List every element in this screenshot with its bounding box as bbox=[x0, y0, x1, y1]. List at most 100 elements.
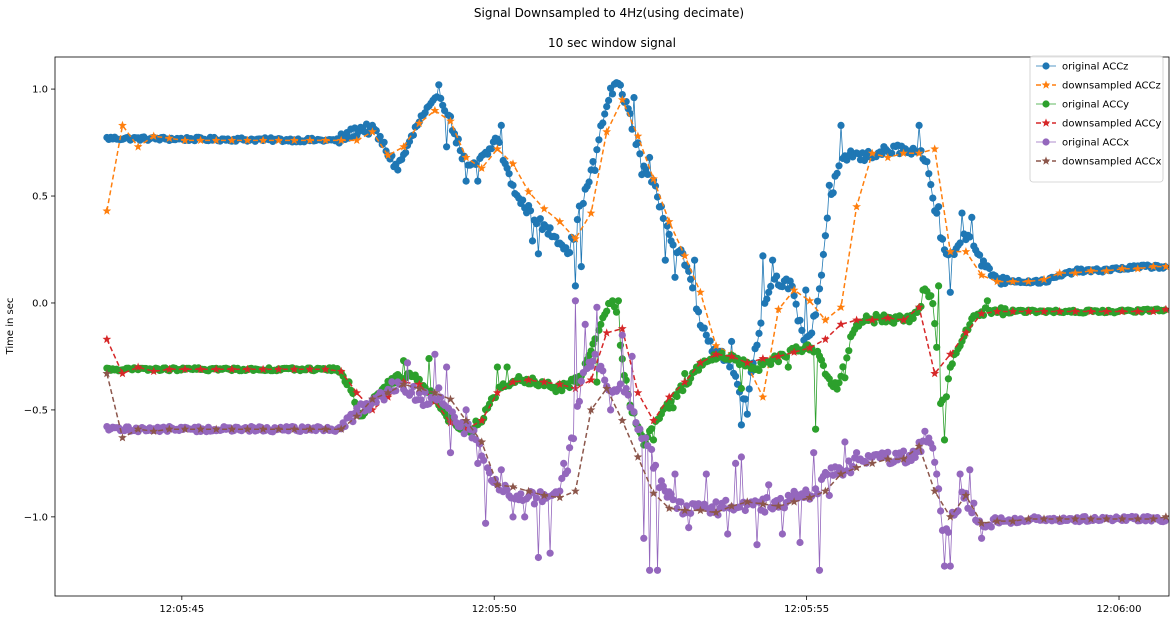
data-point bbox=[539, 204, 549, 213]
data-point bbox=[899, 148, 908, 157]
data-point bbox=[1070, 306, 1080, 316]
data-point bbox=[819, 361, 828, 370]
data-point bbox=[585, 178, 593, 186]
data-point bbox=[845, 347, 853, 355]
data-point bbox=[942, 393, 951, 401]
data-point bbox=[649, 488, 658, 498]
data-point bbox=[383, 150, 393, 160]
data-point bbox=[482, 519, 490, 527]
data-point bbox=[617, 324, 627, 333]
data-point bbox=[1055, 268, 1064, 277]
data-point bbox=[430, 388, 440, 397]
data-point bbox=[243, 135, 252, 145]
data-point bbox=[399, 379, 408, 388]
data-point bbox=[796, 538, 804, 547]
data-point bbox=[784, 363, 792, 371]
data-point bbox=[728, 337, 736, 346]
legend-label: downsampled ACCy bbox=[1062, 119, 1161, 130]
data-point bbox=[651, 461, 660, 469]
data-point bbox=[595, 326, 603, 334]
data-point bbox=[417, 396, 425, 404]
data-point bbox=[493, 363, 501, 371]
data-point bbox=[805, 493, 815, 502]
data-point bbox=[289, 135, 299, 145]
data-point bbox=[573, 216, 582, 224]
data-point bbox=[921, 427, 929, 435]
data-point bbox=[569, 435, 578, 443]
data-point bbox=[616, 380, 625, 388]
data-point bbox=[665, 230, 673, 238]
data-point bbox=[823, 470, 831, 478]
data-point bbox=[648, 445, 656, 454]
data-point bbox=[727, 501, 736, 510]
data-point bbox=[566, 249, 574, 257]
data-point bbox=[503, 164, 511, 172]
data-point bbox=[180, 364, 190, 373]
data-point bbox=[571, 297, 580, 305]
data-point bbox=[914, 441, 924, 450]
data-point bbox=[829, 189, 837, 197]
data-point bbox=[617, 416, 627, 425]
data-point bbox=[755, 366, 763, 374]
data-point bbox=[558, 474, 566, 483]
data-point bbox=[765, 288, 773, 296]
data-point bbox=[935, 203, 943, 211]
data-point bbox=[289, 424, 299, 433]
data-point bbox=[702, 331, 710, 339]
data-point bbox=[517, 490, 525, 498]
data-point bbox=[602, 383, 612, 393]
data-point bbox=[493, 144, 502, 153]
legend-item: downsampled ACCz bbox=[1036, 80, 1161, 92]
data-point bbox=[720, 504, 728, 512]
data-point bbox=[118, 433, 127, 442]
data-point bbox=[867, 458, 877, 468]
data-point bbox=[289, 364, 299, 373]
data-point bbox=[935, 282, 943, 290]
data-point bbox=[1008, 516, 1018, 525]
data-point bbox=[789, 497, 799, 506]
data-point bbox=[616, 81, 625, 89]
data-point bbox=[352, 135, 362, 145]
data-point bbox=[364, 130, 373, 138]
legend-label: original ACCy bbox=[1062, 100, 1129, 111]
data-point bbox=[1055, 306, 1064, 316]
data-point bbox=[884, 448, 892, 456]
data-point bbox=[694, 308, 703, 316]
data-point bbox=[1161, 262, 1169, 271]
data-point bbox=[1149, 262, 1158, 271]
data-point bbox=[484, 150, 492, 158]
data-point bbox=[437, 94, 445, 102]
chart-title: 10 sec window signal bbox=[548, 36, 676, 50]
data-point bbox=[687, 509, 695, 517]
data-point bbox=[1133, 264, 1143, 273]
data-point bbox=[508, 377, 518, 386]
data-point bbox=[1102, 514, 1111, 523]
data-point bbox=[165, 364, 174, 373]
data-point bbox=[669, 404, 677, 412]
data-point bbox=[211, 424, 221, 433]
data-point bbox=[763, 494, 771, 502]
data-point bbox=[696, 358, 705, 367]
data-point bbox=[646, 153, 654, 162]
data-point bbox=[722, 496, 730, 504]
data-point bbox=[1149, 514, 1158, 523]
legend-item: downsampled ACCx bbox=[1036, 156, 1161, 168]
data-point bbox=[477, 416, 487, 425]
data-point bbox=[899, 315, 908, 324]
data-point bbox=[992, 516, 1002, 525]
data-point bbox=[753, 341, 761, 349]
data-point bbox=[648, 425, 656, 433]
data-point bbox=[727, 351, 736, 361]
data-point bbox=[835, 162, 843, 170]
data-point bbox=[376, 132, 384, 141]
data-point bbox=[480, 456, 488, 464]
data-point bbox=[671, 470, 679, 478]
data-point bbox=[383, 388, 393, 397]
data-point bbox=[579, 199, 587, 208]
y-tick-label: 0.5 bbox=[32, 192, 48, 203]
data-point bbox=[909, 314, 917, 322]
data-point bbox=[945, 349, 955, 358]
data-point bbox=[929, 444, 937, 452]
data-point bbox=[961, 247, 971, 256]
data-point bbox=[1102, 306, 1111, 316]
